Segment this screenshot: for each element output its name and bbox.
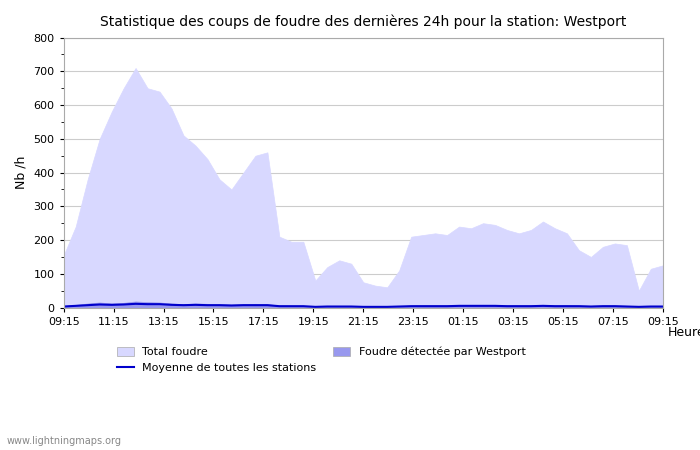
X-axis label: Heure: Heure <box>668 326 700 339</box>
Y-axis label: Nb /h: Nb /h <box>15 156 28 189</box>
Legend: Total foudre, Moyenne de toutes les stations, Foudre détectée par Westport: Total foudre, Moyenne de toutes les stat… <box>113 342 530 378</box>
Title: Statistique des coups de foudre des dernières 24h pour la station: Westport: Statistique des coups de foudre des dern… <box>100 15 626 30</box>
Text: www.lightningmaps.org: www.lightningmaps.org <box>7 436 122 446</box>
